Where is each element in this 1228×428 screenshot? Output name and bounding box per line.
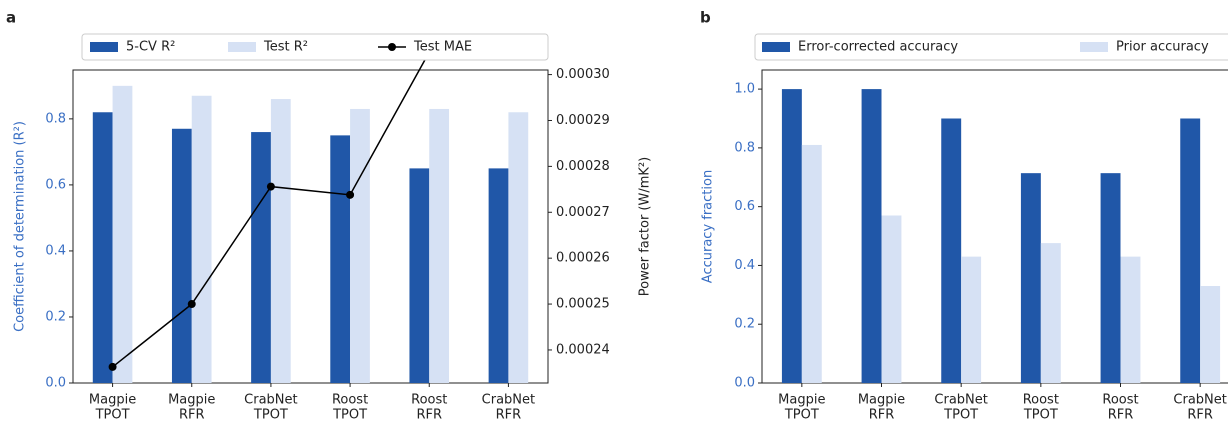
bar — [1200, 286, 1221, 383]
legend-label: 5-CV R² — [126, 40, 175, 55]
bar — [1020, 173, 1041, 383]
y-axis-label: Coefficient of determination (R²) — [13, 121, 28, 332]
x-tick-label: Roost — [332, 393, 368, 408]
bar — [1040, 243, 1061, 383]
bar — [251, 132, 271, 383]
y-tick-label: 1.0 — [734, 82, 755, 97]
y2-tick-label: 0.00029 — [556, 113, 610, 128]
y2-tick-label: 0.00024 — [556, 342, 610, 357]
x-tick-label: TPOT — [943, 408, 978, 423]
x-tick-label: Magpie — [858, 393, 905, 408]
x-tick-label: Magpie — [168, 393, 215, 408]
line-point — [108, 362, 117, 371]
bar — [861, 89, 882, 384]
y-tick-label: 0.8 — [45, 111, 66, 126]
y2-tick-label: 0.00027 — [556, 205, 610, 220]
y2-tick-label: 0.00025 — [556, 297, 610, 312]
bar — [330, 135, 351, 383]
x-tick-label: TPOT — [332, 408, 367, 423]
plot-frame — [72, 69, 549, 384]
panel-label: a — [6, 9, 16, 27]
bar — [1100, 173, 1121, 383]
y-tick-label: 0.0 — [45, 376, 66, 391]
x-tick-label: CrabNet — [482, 393, 535, 408]
legend-label: Prior accuracy — [1116, 40, 1209, 55]
panel-label: b — [700, 9, 711, 27]
legend-swatch — [90, 42, 118, 52]
line-point — [346, 190, 355, 199]
x-tick-label: Magpie — [89, 393, 136, 408]
bar — [801, 144, 822, 383]
x-tick-label: CrabNet — [934, 393, 987, 408]
bar — [488, 168, 509, 383]
x-tick-label: TPOT — [95, 408, 130, 423]
bar — [1120, 256, 1141, 383]
line-point — [187, 300, 196, 309]
bar — [92, 112, 113, 384]
x-tick-label: Roost — [411, 393, 447, 408]
x-tick-label: TPOT — [253, 408, 288, 423]
bar — [270, 99, 291, 383]
legend-box — [81, 33, 549, 61]
plot-frame — [761, 69, 1228, 384]
x-tick-label: RFR — [1108, 408, 1134, 423]
y-tick-label: 0.2 — [45, 309, 66, 324]
legend-label: Test MAE — [413, 40, 472, 55]
bar — [961, 256, 982, 383]
y-axis-label: Accuracy fraction — [701, 170, 716, 283]
y2-tick-label: 0.00028 — [556, 159, 610, 174]
bar — [781, 89, 802, 384]
x-tick-label: CrabNet — [244, 393, 297, 408]
y-tick-label: 0.0 — [734, 376, 755, 391]
bar — [350, 108, 370, 384]
bar — [171, 128, 192, 383]
line-point — [266, 182, 275, 191]
legend-label: Test R² — [263, 40, 308, 55]
y-tick-label: 0.8 — [734, 140, 755, 155]
legend-label: Error-corrected accuracy — [798, 40, 958, 55]
bar — [191, 95, 212, 383]
x-tick-label: RFR — [1187, 408, 1213, 423]
x-tick-label: RFR — [496, 408, 522, 423]
bar — [881, 215, 902, 383]
legend-swatch — [762, 42, 790, 52]
bar — [941, 118, 962, 384]
x-tick-label: Roost — [1023, 393, 1059, 408]
bar — [429, 108, 450, 384]
x-tick-label: TPOT — [784, 408, 819, 423]
x-tick-label: CrabNet — [1173, 393, 1226, 408]
x-tick-label: RFR — [869, 408, 895, 423]
bar — [409, 168, 430, 383]
x-tick-label: TPOT — [1023, 408, 1058, 423]
legend-swatch — [388, 43, 396, 51]
y2-tick-label: 0.00026 — [556, 251, 610, 266]
y-tick-label: 0.4 — [734, 258, 755, 273]
x-tick-label: Magpie — [778, 393, 825, 408]
y2-axis-label: Power factor (W/mK²) — [638, 157, 653, 296]
y2-tick-label: 0.00030 — [556, 67, 610, 82]
x-tick-label: RFR — [179, 408, 205, 423]
bar — [1180, 118, 1201, 384]
y-tick-label: 0.6 — [734, 199, 755, 214]
y-tick-label: 0.2 — [734, 317, 755, 332]
x-tick-label: Roost — [1102, 393, 1138, 408]
y-tick-label: 0.4 — [45, 243, 66, 258]
y-tick-label: 0.6 — [45, 177, 66, 192]
legend-swatch — [228, 42, 256, 52]
x-tick-label: RFR — [416, 408, 442, 423]
legend-swatch — [1080, 42, 1108, 52]
bar — [112, 85, 133, 384]
legend-box — [754, 33, 1228, 61]
bar — [508, 112, 529, 384]
